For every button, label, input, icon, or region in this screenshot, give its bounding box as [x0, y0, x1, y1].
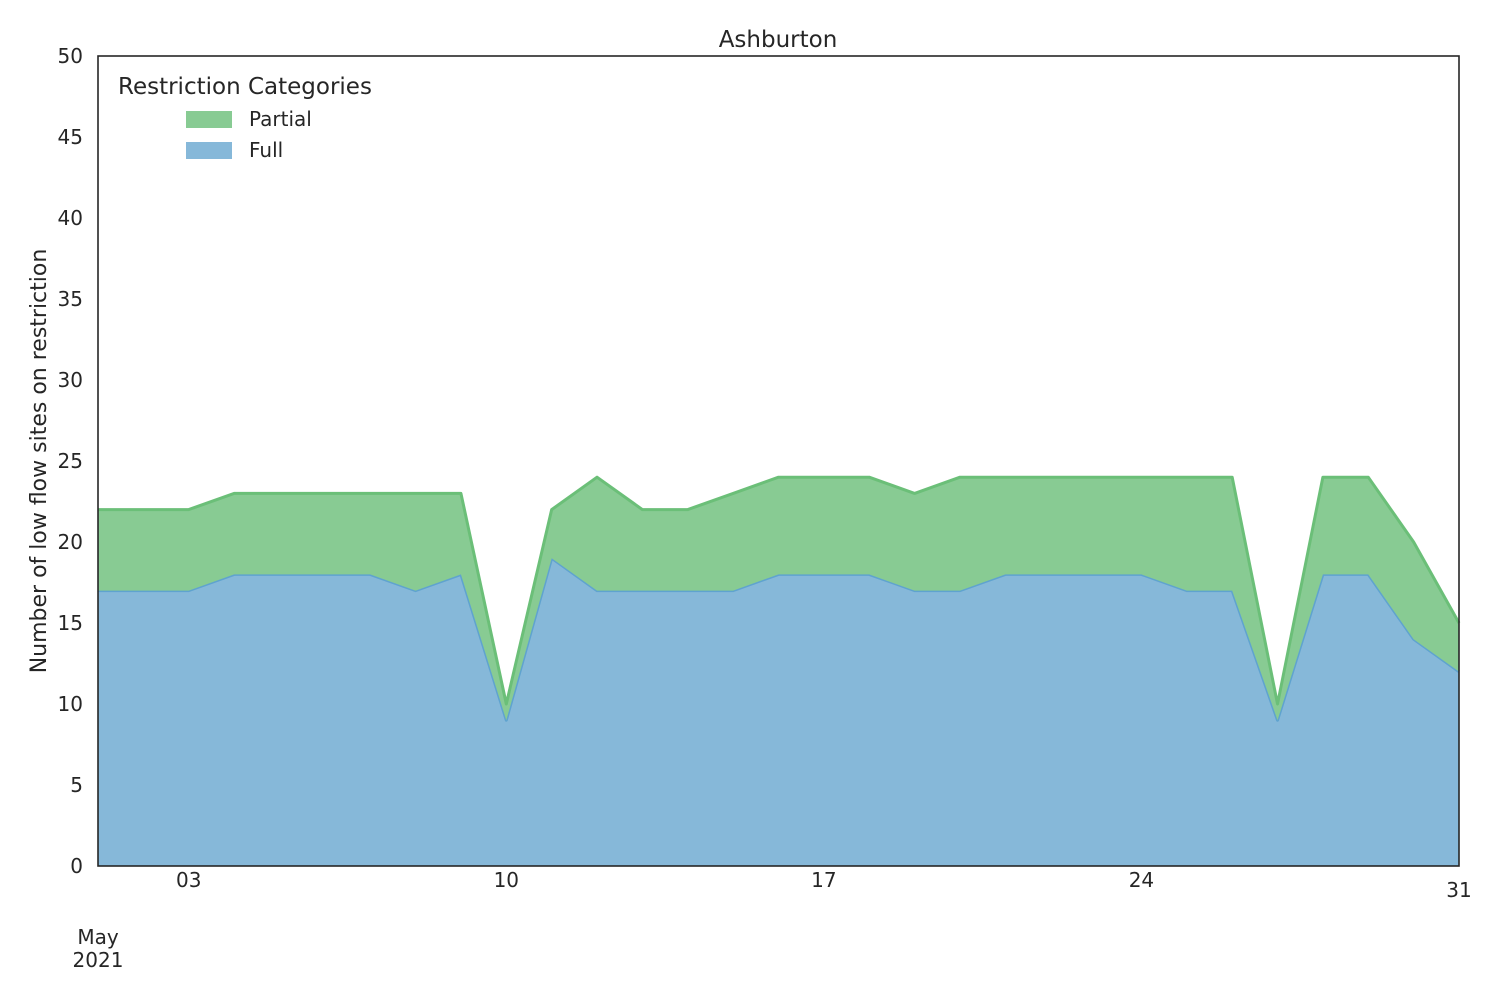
x-tick-label: 10 [494, 868, 519, 892]
area-partial [98, 477, 1459, 721]
y-tick-label: 15 [58, 611, 83, 635]
y-tick-label: 25 [58, 449, 83, 473]
y-tick-label: 10 [58, 692, 83, 716]
x-tick-label: 31 [1446, 878, 1471, 902]
y-axis-ticks: 0 5 10 15 20 25 30 35 40 45 50 [58, 44, 83, 878]
x-axis-secondary-label-year: 2021 [73, 948, 124, 972]
area-layer [98, 475, 1461, 866]
y-axis-label: Number of low flow sites on restriction [27, 249, 52, 674]
legend-label-full: Full [249, 138, 283, 162]
y-tick-label: 20 [58, 530, 83, 554]
x-tick-label: 17 [811, 868, 836, 892]
legend-swatch-full [186, 142, 232, 159]
area-full [98, 558, 1459, 866]
legend-title: Restriction Categories [118, 74, 372, 100]
y-tick-label: 45 [58, 125, 83, 149]
chart-title: Ashburton [719, 27, 838, 53]
y-tick-label: 0 [70, 854, 83, 878]
series-line-partial [98, 475, 1461, 706]
legend: Restriction Categories Partial Full [118, 74, 372, 162]
y-tick-label: 50 [58, 44, 83, 68]
x-tick-label: 03 [176, 868, 201, 892]
x-tick-label: 24 [1129, 868, 1154, 892]
x-axis-secondary-label-month: May [77, 925, 119, 949]
legend-label-partial: Partial [249, 107, 312, 131]
y-tick-label: 30 [58, 368, 83, 392]
y-tick-label: 40 [58, 206, 83, 230]
plot-frame [97, 55, 1460, 867]
legend-swatch-partial [186, 111, 232, 128]
y-tick-label: 35 [58, 287, 83, 311]
y-tick-label: 5 [70, 773, 83, 797]
x-axis-ticks: 03 10 17 24 31 [176, 868, 1472, 902]
